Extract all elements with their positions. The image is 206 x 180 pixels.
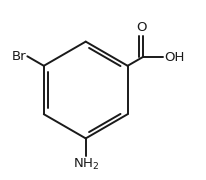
Text: O: O xyxy=(136,21,146,34)
Text: NH$_2$: NH$_2$ xyxy=(73,157,99,172)
Text: OH: OH xyxy=(164,51,185,64)
Text: Br: Br xyxy=(12,50,27,63)
